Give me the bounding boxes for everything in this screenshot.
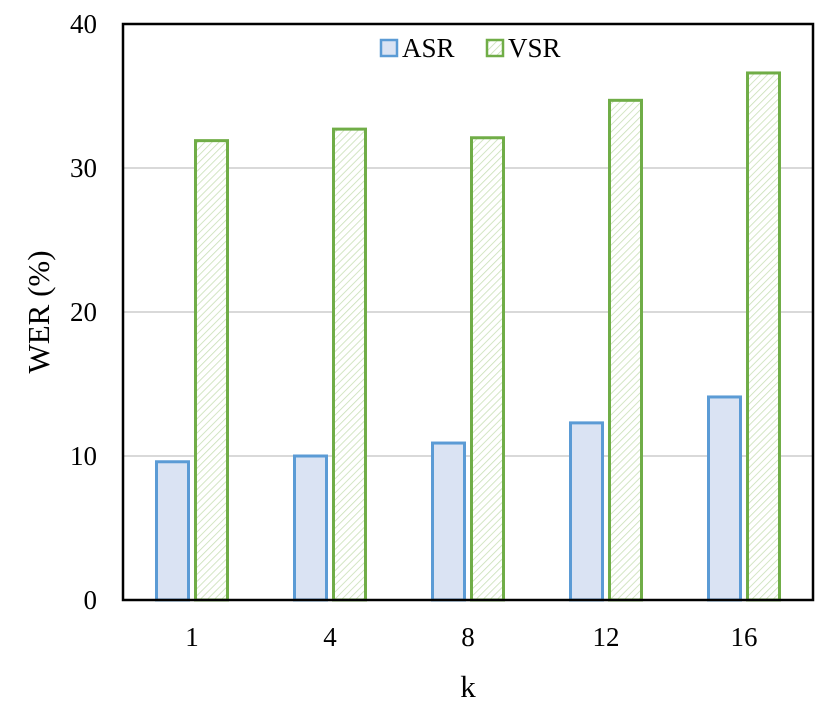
bar-asr-k8 bbox=[431, 441, 466, 602]
bar-asr-k12 bbox=[569, 421, 604, 602]
bar-vsr-k4 bbox=[332, 127, 367, 602]
x-tick-label: 4 bbox=[323, 622, 337, 652]
bar-vsr-k8 bbox=[470, 136, 505, 602]
x-tick-label: 12 bbox=[593, 622, 620, 652]
y-tick-label: 40 bbox=[70, 9, 97, 39]
x-tick-label: 8 bbox=[461, 622, 475, 652]
bar-vsr-k16 bbox=[746, 71, 781, 602]
y-tick-label: 10 bbox=[70, 441, 97, 471]
bar-vsr-k1 bbox=[194, 139, 229, 602]
plot-frame bbox=[121, 22, 815, 602]
legend-swatch-asr bbox=[379, 38, 399, 58]
bar-asr-k1 bbox=[155, 460, 190, 602]
x-tick-label: 16 bbox=[731, 622, 758, 652]
y-tick-label: 20 bbox=[70, 297, 97, 327]
y-tick-label: 30 bbox=[70, 153, 97, 183]
y-tick-label: 0 bbox=[84, 585, 98, 615]
legend-label-vsr: VSR bbox=[508, 33, 561, 63]
bar-vsr-k12 bbox=[608, 98, 643, 602]
bar-asr-k4 bbox=[293, 454, 328, 602]
y-tick-labels: 0 10 20 30 40 bbox=[70, 9, 97, 615]
x-tick-labels: 1 4 8 12 16 bbox=[185, 622, 757, 652]
legend-label-asr: ASR bbox=[402, 33, 455, 63]
bars bbox=[155, 71, 781, 602]
legend-swatch-vsr bbox=[485, 38, 505, 58]
bar-asr-k16 bbox=[707, 395, 742, 602]
x-axis-title: k bbox=[460, 669, 476, 704]
gridlines bbox=[123, 167, 813, 457]
legend: ASR VSR bbox=[379, 33, 561, 63]
y-axis-title: WER (%) bbox=[21, 250, 56, 373]
x-tick-label: 1 bbox=[185, 622, 199, 652]
